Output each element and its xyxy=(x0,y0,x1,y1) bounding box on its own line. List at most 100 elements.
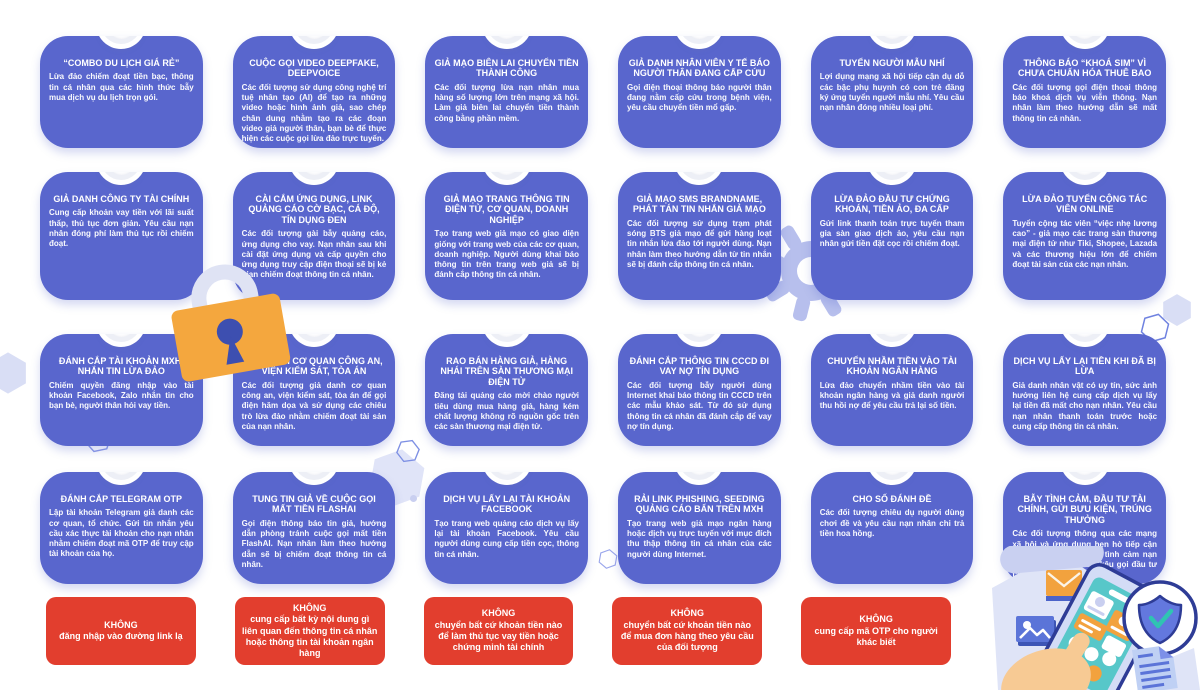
card-number-inner: 20 xyxy=(299,472,329,475)
card-title: ĐÁNH CẮP THÔNG TIN CCCD ĐI VAY NỢ TÍN DỤ… xyxy=(629,356,770,377)
card-description: Các đối tượng sử dụng trạm phát sóng BTS… xyxy=(627,218,772,269)
card-number-inner: 9 xyxy=(492,172,522,175)
card-title: TUYỂN NGƯỜI MẪU NHÍ xyxy=(839,58,945,68)
card-description: Các đối tượng bẫy người dùng Internet kh… xyxy=(627,380,772,431)
card-number-inner: 19 xyxy=(106,472,136,475)
card-number-badge: 12 xyxy=(1064,172,1105,180)
scam-card: 18 DỊCH VỤ LẤY LẠI TIỀN KHI ĐÃ BỊ LỪA Gi… xyxy=(1003,334,1167,446)
card-description: Các đối tượng gọi điện thoại thông báo k… xyxy=(1012,82,1158,123)
card-title: “COMBO DU LỊCH GIÁ RẺ” xyxy=(63,58,180,68)
card-number-badge: 22 xyxy=(679,472,720,480)
hexagon-icon xyxy=(396,439,420,463)
warning-title: KHÔNG xyxy=(859,613,893,624)
card-number-inner: 6 xyxy=(1070,36,1100,39)
scam-card: 22 RẢI LINK PHISHING, SEEDING QUẢNG CÁO … xyxy=(618,472,781,584)
warning-description: cung cấp bất kỳ nội dung gì liên quan đế… xyxy=(241,614,378,659)
card-title: TUNG TIN GIẢ VỀ CUỘC GỌI MẤT TIỀN FLASHA… xyxy=(252,494,376,515)
warning-title: KHÔNG xyxy=(104,619,138,630)
warning-title: KHÔNG xyxy=(670,608,705,619)
scam-card: 11 LỪA ĐẢO ĐẦU TƯ CHỨNG KHOÁN, TIỀN ẢO, … xyxy=(810,172,974,300)
smartphone-icon xyxy=(992,546,1200,690)
card-number-badge: 15 xyxy=(486,334,527,342)
card-number-badge: 4 xyxy=(679,36,720,44)
card-number-badge: 9 xyxy=(486,172,527,180)
card-number-inner: 1 xyxy=(106,36,136,39)
scam-card: 16 ĐÁNH CẮP THÔNG TIN CCCD ĐI VAY NỢ TÍN… xyxy=(618,334,781,446)
scam-card: 23 CHO SỐ ĐÁNH ĐỀ Các đối tượng chiêu dụ… xyxy=(810,472,974,584)
card-description: Lập tài khoản Telegram giả danh các cơ q… xyxy=(49,508,194,559)
card-number-inner: 14 xyxy=(299,334,329,337)
shield-check-icon xyxy=(1122,580,1198,656)
card-title: CUỘC GỌI VIDEO DEEPFAKE, DEEPVOICE xyxy=(249,58,379,79)
card-description: Tạo trang web giả mạo có giao diện giống… xyxy=(434,229,580,280)
card-description: Tuyển cộng tác viên “việc nhẹ lương cao”… xyxy=(1012,218,1158,269)
scam-card: 2 CUỘC GỌI VIDEO DEEPFAKE, DEEPVOICE Các… xyxy=(232,36,396,148)
dot-decoration xyxy=(410,495,417,502)
card-title: DỊCH VỤ LẤY LẠI TIỀN KHI ĐÃ BỊ LỪA xyxy=(1013,356,1156,377)
card-description: Các đối tượng sử dụng công nghệ trí tuệ … xyxy=(241,82,387,144)
warning-description: chuyển bất cứ khoản tiền nào để mua đơn … xyxy=(620,619,754,653)
card-number-badge: 1 xyxy=(101,36,142,44)
card-number-inner: 16 xyxy=(684,334,714,337)
card-number-inner: 10 xyxy=(684,172,714,175)
card-number-badge: 13 xyxy=(101,334,142,342)
scam-card: 13 ĐÁNH CẮP TÀI KHOẢN MXH, NHẮN TIN LỪA … xyxy=(40,334,203,446)
card-description: Chiếm quyền đăng nhập vào tài khoản Face… xyxy=(49,380,194,411)
envelope-icon xyxy=(1046,570,1082,601)
hand-icon xyxy=(1001,632,1091,690)
scam-card: 17 CHUYỂN NHẦM TIỀN VÀO TÀI KHOẢN NGÂN H… xyxy=(810,334,974,446)
card-number-inner: 7 xyxy=(106,172,136,175)
card-number-inner: 12 xyxy=(1070,172,1100,175)
document-icon xyxy=(1132,646,1178,690)
card-number-inner: 4 xyxy=(684,36,714,39)
card-number-badge: 10 xyxy=(679,172,720,180)
card-number-badge: 23 xyxy=(872,472,913,480)
scam-card: 10 GIẢ MẠO SMS BRANDNAME, PHÁT TÁN TIN N… xyxy=(618,172,781,300)
card-title: ĐÁNH CẮP TÀI KHOẢN MXH, NHẮN TIN LỪA ĐẢO xyxy=(58,356,184,377)
warning-title: KHÔNG xyxy=(292,602,327,613)
scam-card: 21 DỊCH VỤ LẤY LẠI TÀI KHOẢN FACEBOOK Tạ… xyxy=(425,472,589,584)
card-number-badge: 3 xyxy=(486,36,527,44)
scam-card: 5 TUYỂN NGƯỜI MẪU NHÍ Lợi dụng mạng xã h… xyxy=(810,36,974,148)
card-number-inner: 15 xyxy=(492,334,522,337)
card-description: Tạo trang web quảng cáo dịch vụ lấy lại … xyxy=(434,518,580,559)
card-number-inner: 5 xyxy=(877,36,907,39)
warning-description: cung cấp mã OTP cho người khác biết xyxy=(814,625,938,647)
warning-description: đăng nhập vào đường link lạ xyxy=(59,631,183,642)
scam-card: 20 TUNG TIN GIẢ VỀ CUỘC GỌI MẤT TIỀN FLA… xyxy=(232,472,396,584)
scam-card: 14 GIẢ DANH CƠ QUAN CÔNG AN, VIỆN KIỂM S… xyxy=(232,334,396,446)
card-title: THÔNG BÁO “KHOÁ SIM” VÌ CHƯA CHUẨN HÓA T… xyxy=(1018,58,1152,79)
scam-card: 12 LỪA ĐẢO TUYỂN CỘNG TÁC VIÊN ONLINE Tu… xyxy=(1003,172,1167,300)
card-description: Đăng tải quảng cáo mời chào người tiêu d… xyxy=(434,391,580,432)
card-title: GIẢ MẠO BIÊN LAI CHUYỂN TIỀN THÀNH CÔNG xyxy=(434,58,579,79)
warning-box: KHÔNG cung cấp bất kỳ nội dung gì liên q… xyxy=(234,597,385,665)
card-title: DỊCH VỤ LẤY LẠI TÀI KHOẢN FACEBOOK xyxy=(443,494,571,515)
scam-card: 15 RAO BÁN HÀNG GIẢ, HÀNG NHÁI TRÊN SÀN … xyxy=(425,334,589,446)
card-title: CHO SỐ ĐÁNH ĐỀ xyxy=(852,494,932,504)
photo-icon xyxy=(1016,616,1056,646)
warning-box: KHÔNG chuyển bất cứ khoản tiền nào để là… xyxy=(423,597,574,665)
card-number-inner: 21 xyxy=(492,472,522,475)
card-number-badge: 21 xyxy=(486,472,527,480)
card-description: Lừa đảo chiếm đoạt tiền bạc, thông tin c… xyxy=(49,72,194,102)
card-number-badge: 8 xyxy=(294,172,334,180)
card-number-badge: 18 xyxy=(1064,334,1105,342)
scam-card: 8 CÀI CẮM ỨNG DỤNG, LINK QUẢNG CÁO CỜ BẠ… xyxy=(232,172,396,300)
warning-title: KHÔNG xyxy=(481,608,516,619)
hexagon-icon xyxy=(1163,294,1191,326)
card-title: RẢI LINK PHISHING, SEEDING QUẢNG CÁO BẨN… xyxy=(634,494,765,515)
card-title: GIẢ MẠO SMS BRANDNAME, PHÁT TÁN TIN NHẮN… xyxy=(632,194,766,215)
warning-description: chuyển bất cứ khoản tiền nào để làm thủ … xyxy=(434,619,563,653)
card-description: Giả danh nhân vật có uy tín, sức ảnh hưở… xyxy=(1012,380,1158,431)
card-title: CÀI CẮM ỨNG DỤNG, LINK QUẢNG CÁO CỜ BẠC,… xyxy=(248,194,380,225)
card-description: Lợi dụng mạng xã hội tiếp cận dụ dỗ các … xyxy=(819,72,965,113)
card-description: Gọi điện thông báo tin giả, hướng dẫn ph… xyxy=(241,518,387,569)
hexagon-icon xyxy=(598,549,618,569)
card-description: Các đối tượng gài bẫy quảng cáo, ứng dụn… xyxy=(241,229,387,280)
card-title: LỪA ĐẢO ĐẦU TƯ CHỨNG KHOÁN, TIỀN ẢO, ĐA … xyxy=(834,194,950,215)
card-title: GIẢ DANH CƠ QUAN CÔNG AN, VIỆN KIỂM SÁT,… xyxy=(245,356,383,377)
scam-card: 3 GIẢ MẠO BIÊN LAI CHUYỂN TIỀN THÀNH CÔN… xyxy=(425,36,589,148)
card-description: Lừa đảo chuyển nhầm tiền vào tài khoản n… xyxy=(819,380,965,411)
card-description: Gọi điện thoại thông báo người thân đang… xyxy=(627,82,772,113)
